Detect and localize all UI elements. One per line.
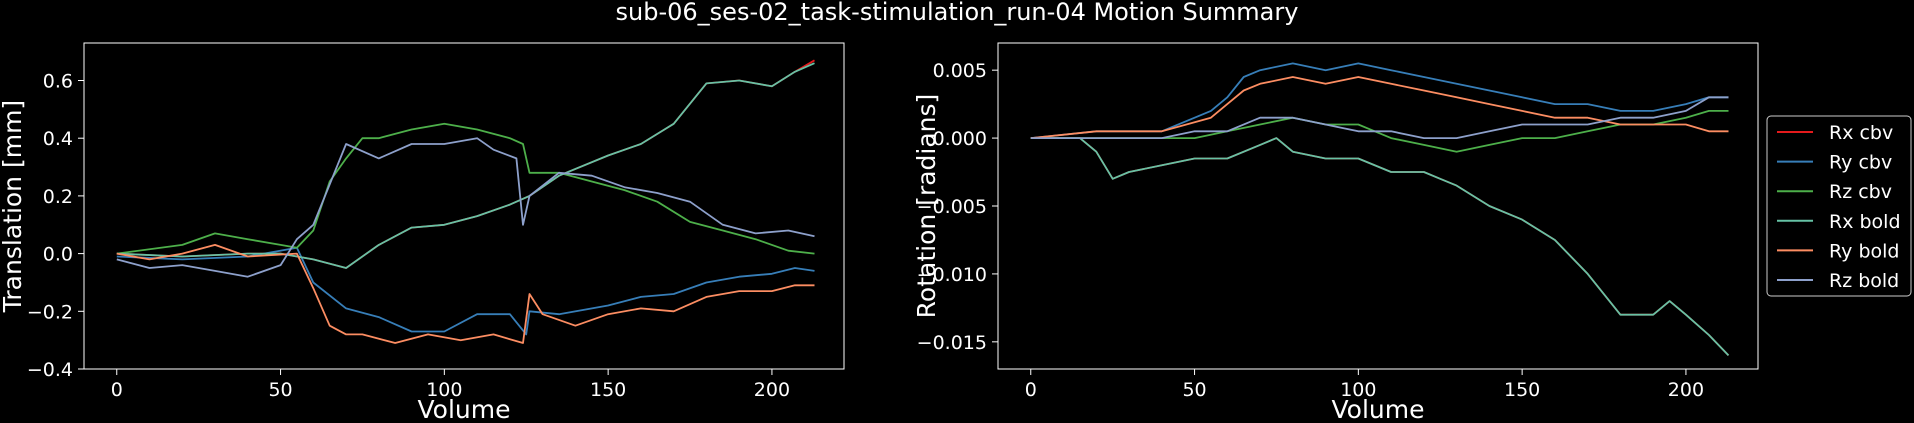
- legend-entry-label: Ry cbv: [1829, 152, 1892, 174]
- translation-y-tick-label: 0.0: [43, 244, 73, 266]
- rotation-y-tick-label: 0.005: [933, 60, 987, 82]
- rotation-x-axis-label: Volume: [1332, 395, 1425, 423]
- translation-series-line-2: [116, 122, 815, 255]
- translation-series-line-4: [116, 244, 815, 344]
- legend-entry-label: Ry bold: [1829, 240, 1899, 262]
- translation-series-line-0: [116, 59, 815, 269]
- rotation-y-tick-label: −0.010: [917, 264, 987, 286]
- rotation-x-tick-label: 0: [1025, 379, 1037, 401]
- legend: Rx cbv Ry cbv Rz cbv Rx bold Ry bold Rz bold: [1766, 115, 1912, 297]
- translation-x-tick-label: 150: [590, 379, 626, 401]
- translation-y-tick-label: −0.2: [27, 301, 73, 323]
- translation-y-tick-label: 0.4: [43, 128, 73, 150]
- translation-x-tick-label: 100: [426, 379, 462, 401]
- translation-series-line-3: [116, 62, 815, 269]
- rotation-y-tick-label: −0.015: [917, 332, 987, 354]
- translation-x-tick-label: 0: [111, 379, 123, 401]
- translation-series-line-1: [116, 246, 815, 336]
- rotation-series-line-rx-bold: [1030, 137, 1730, 357]
- rotation-series-line-ry-cbv: [1030, 62, 1729, 139]
- figure-title: sub-06_ses-02_task-stimulation_run-04 Mo…: [615, 0, 1299, 26]
- rotation-x-tick-label: 50: [1182, 379, 1206, 401]
- translation-x-axis-label: Volume: [418, 395, 511, 423]
- translation-panel: 0 50 100 150 200 −0.4 −0.2 0.0 0.2 0.4 0.6 Volume Tr…: [0, 42, 845, 423]
- legend-entry-label: Rx bold: [1829, 211, 1901, 233]
- translation-y-tick-label: −0.4: [27, 359, 73, 381]
- rotation-series-line-ry-bold: [1030, 76, 1729, 139]
- legend-entry-label: Rx cbv: [1829, 122, 1893, 144]
- legend-entry-label: Rz bold: [1829, 270, 1899, 292]
- rotation-x-tick-label: 100: [1340, 379, 1376, 401]
- rotation-x-tick-label: 200: [1668, 379, 1704, 401]
- rotation-series-line-rz-bold: [1030, 96, 1729, 139]
- rotation-y-tick-label: 0.000: [933, 128, 987, 150]
- translation-series-line-5: [116, 137, 815, 278]
- legend-entry-label: Rz cbv: [1829, 181, 1892, 203]
- translation-plot-frame: [83, 42, 845, 370]
- rotation-y-axis-label: Rotation [radians]: [912, 94, 941, 319]
- rotation-y-tick-label: −0.005: [917, 196, 987, 218]
- translation-y-axis-label: Translation [mm]: [0, 100, 27, 313]
- translation-x-tick-label: 50: [268, 379, 292, 401]
- translation-x-tick-label: 200: [754, 379, 790, 401]
- rotation-panel: 0 50 100 150 200 −0.015 −0.010 −0.005 0.000 0.005…: [912, 42, 1759, 423]
- translation-y-tick-label: 0.2: [43, 186, 73, 208]
- rotation-x-tick-label: 150: [1504, 379, 1540, 401]
- translation-y-tick-label: 0.6: [43, 71, 73, 93]
- rotation-plot-frame: [997, 42, 1759, 370]
